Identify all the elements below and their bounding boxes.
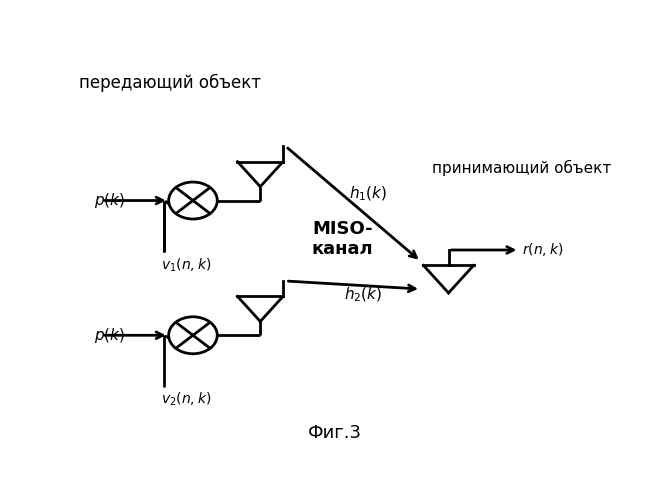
Text: передающий объект: передающий объект: [79, 74, 261, 92]
Text: $p(k)$: $p(k)$: [94, 326, 125, 345]
Text: $v_2(n,k)$: $v_2(n,k)$: [161, 391, 212, 408]
Text: принимающий объект: принимающий объект: [432, 160, 612, 176]
Text: $h_2(k)$: $h_2(k)$: [344, 286, 383, 304]
Circle shape: [168, 317, 217, 354]
Text: $h_1(k)$: $h_1(k)$: [349, 185, 388, 204]
Text: Фиг.3: Фиг.3: [308, 424, 362, 442]
Circle shape: [168, 182, 217, 219]
Text: $v_1(n,k)$: $v_1(n,k)$: [161, 256, 212, 274]
Text: MISO-
канал: MISO- канал: [311, 220, 373, 258]
Text: $p(k)$: $p(k)$: [94, 191, 125, 210]
Text: $r(n,k)$: $r(n,k)$: [522, 242, 563, 258]
